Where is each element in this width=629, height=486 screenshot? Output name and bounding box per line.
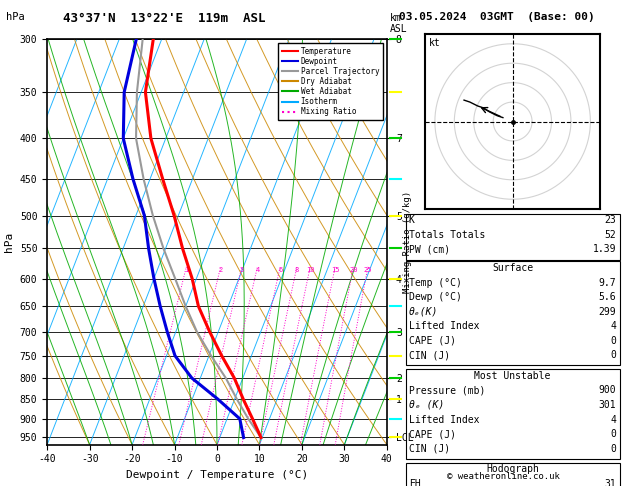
- Text: 43°37'N  13°22'E  119m  ASL: 43°37'N 13°22'E 119m ASL: [63, 12, 265, 25]
- Text: © weatheronline.co.uk: © weatheronline.co.uk: [447, 472, 560, 481]
- Text: CIN (J): CIN (J): [409, 444, 450, 454]
- Text: K: K: [409, 215, 415, 226]
- Text: 31: 31: [604, 479, 616, 486]
- Text: θₑ(K): θₑ(K): [409, 307, 438, 317]
- Text: Temp (°C): Temp (°C): [409, 278, 462, 288]
- Text: 4: 4: [611, 415, 616, 425]
- Text: 0: 0: [611, 350, 616, 361]
- Text: 301: 301: [599, 400, 616, 410]
- Text: 0: 0: [611, 444, 616, 454]
- Text: 2: 2: [218, 267, 223, 273]
- Text: 52: 52: [604, 230, 616, 240]
- Text: Most Unstable: Most Unstable: [474, 371, 551, 381]
- Text: 1: 1: [184, 267, 189, 273]
- Text: CAPE (J): CAPE (J): [409, 336, 456, 346]
- Text: 900: 900: [599, 385, 616, 396]
- Text: 15: 15: [331, 267, 340, 273]
- Text: Mixing Ratio (g/kg): Mixing Ratio (g/kg): [403, 191, 411, 293]
- Text: 3: 3: [240, 267, 244, 273]
- Text: 299: 299: [599, 307, 616, 317]
- Legend: Temperature, Dewpoint, Parcel Trajectory, Dry Adiabat, Wet Adiabat, Isotherm, Mi: Temperature, Dewpoint, Parcel Trajectory…: [279, 43, 383, 120]
- Text: 03.05.2024  03GMT  (Base: 00): 03.05.2024 03GMT (Base: 00): [399, 12, 595, 22]
- Text: 8: 8: [295, 267, 299, 273]
- Text: EH: EH: [409, 479, 421, 486]
- X-axis label: Dewpoint / Temperature (°C): Dewpoint / Temperature (°C): [126, 470, 308, 480]
- Text: 6: 6: [278, 267, 282, 273]
- Text: 9.7: 9.7: [599, 278, 616, 288]
- Text: 20: 20: [349, 267, 358, 273]
- Text: 4: 4: [611, 321, 616, 331]
- Text: 10: 10: [306, 267, 314, 273]
- Text: 1.39: 1.39: [593, 244, 616, 255]
- Text: 4: 4: [255, 267, 260, 273]
- Text: Lifted Index: Lifted Index: [409, 321, 479, 331]
- Text: km
ASL: km ASL: [390, 13, 408, 34]
- Text: Hodograph: Hodograph: [486, 464, 539, 474]
- Text: CAPE (J): CAPE (J): [409, 429, 456, 439]
- Text: CIN (J): CIN (J): [409, 350, 450, 361]
- Text: 5.6: 5.6: [599, 292, 616, 302]
- Text: Pressure (mb): Pressure (mb): [409, 385, 485, 396]
- Text: kt: kt: [429, 38, 441, 48]
- Y-axis label: hPa: hPa: [4, 232, 14, 252]
- Text: 23: 23: [604, 215, 616, 226]
- Text: hPa: hPa: [6, 12, 25, 22]
- Text: 0: 0: [611, 429, 616, 439]
- Text: 0: 0: [611, 336, 616, 346]
- Text: Surface: Surface: [492, 263, 533, 273]
- Text: Lifted Index: Lifted Index: [409, 415, 479, 425]
- Text: 25: 25: [364, 267, 372, 273]
- Text: Dewp (°C): Dewp (°C): [409, 292, 462, 302]
- Text: Totals Totals: Totals Totals: [409, 230, 485, 240]
- Text: PW (cm): PW (cm): [409, 244, 450, 255]
- Text: θₑ (K): θₑ (K): [409, 400, 444, 410]
